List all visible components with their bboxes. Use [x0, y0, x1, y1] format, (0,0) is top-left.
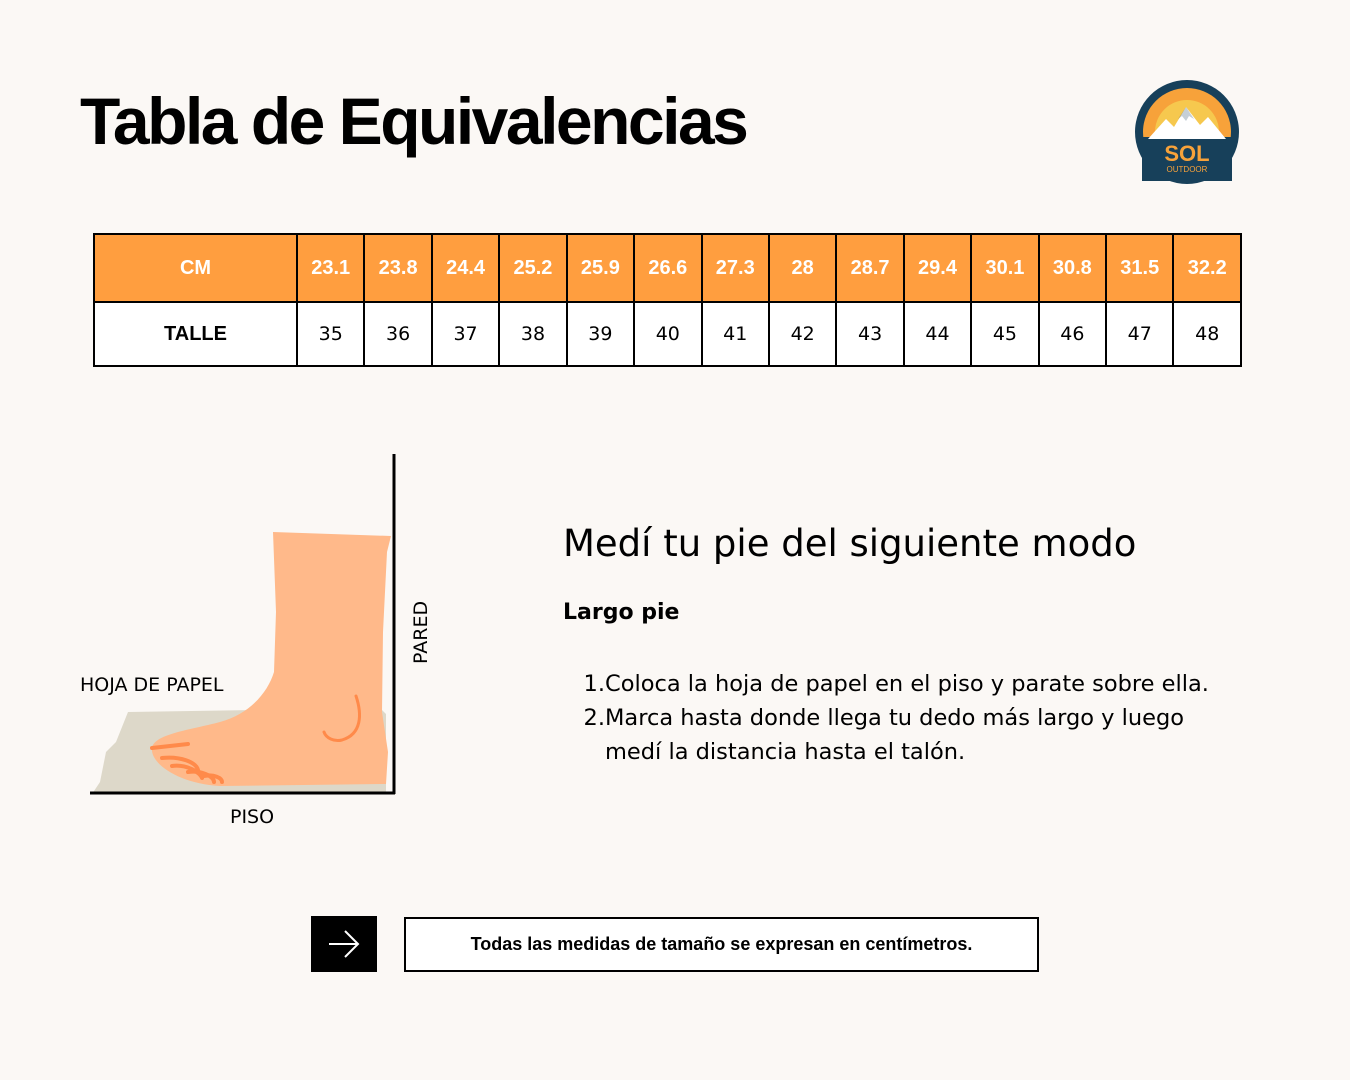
instruction-steps: 1. Coloca la hoja de papel en el piso y …	[563, 667, 1243, 769]
talle-cell: 39	[565, 301, 636, 367]
talle-cell: 44	[902, 301, 973, 367]
toe-line	[170, 763, 204, 780]
wall-label: PARED	[410, 600, 432, 664]
cm-cell: 30.8	[1037, 233, 1108, 303]
list-item: 2. Marca hasta donde llega tu dedo más l…	[563, 701, 1243, 769]
logo-text-sub: OUTDOOR	[1167, 165, 1208, 174]
talle-cell: 42	[767, 301, 838, 367]
toe-line	[202, 773, 224, 784]
talle-cell: 41	[700, 301, 770, 367]
page-title: Tabla de Equivalencias	[80, 84, 749, 158]
talle-cell: 43	[835, 301, 905, 367]
units-note: Todas las medidas de tamaño se expresan …	[404, 917, 1039, 972]
talle-cell: 46	[1037, 301, 1108, 367]
talle-row: TALLE 35 36 37 38 39 40 41 42 43 44 45 46 47 48	[93, 301, 1242, 367]
toe-line	[160, 755, 200, 772]
ankle-line	[322, 694, 361, 742]
toe-line	[150, 742, 190, 750]
talle-cell: 38	[498, 301, 568, 367]
logo-text-main: SOL	[1164, 141, 1209, 166]
floor-label: PISO	[230, 806, 275, 828]
cm-cell: 23.8	[363, 233, 433, 303]
arrow-badge	[311, 916, 377, 972]
cm-cell: 28	[767, 233, 838, 303]
talle-cell: 47	[1105, 301, 1175, 367]
step-text: Coloca la hoja de papel en el piso y par…	[605, 671, 1209, 697]
arrow-right-icon	[329, 930, 360, 958]
list-item: 1. Coloca la hoja de papel en el piso y …	[563, 667, 1243, 701]
cm-cell: 32.2	[1172, 233, 1242, 303]
paper-label: HOJA DE PAPEL	[80, 674, 224, 696]
cm-cell: 24.4	[430, 233, 501, 303]
cm-cell: 29.4	[902, 233, 973, 303]
cm-cell: 25.9	[565, 233, 636, 303]
cm-cell: 26.6	[633, 233, 703, 303]
talle-cell: 37	[430, 301, 501, 367]
talle-cell: 40	[633, 301, 703, 367]
cm-row: CM 23.1 23.8 24.4 25.2 25.9 26.6 27.3 28 28.7 29.…	[93, 233, 1242, 303]
cm-cell: 27.3	[700, 233, 770, 303]
step-text: Marca hasta donde llega tu dedo más larg…	[605, 705, 1185, 765]
cm-cell: 31.5	[1105, 233, 1175, 303]
instructions-title: Medí tu pie del siguiente modo	[563, 522, 1137, 565]
talle-cell: 45	[970, 301, 1040, 367]
instructions-subtitle: Largo pie	[563, 600, 680, 625]
cm-header: CM	[93, 233, 298, 303]
step-number: 2.	[583, 705, 605, 731]
foot-measure-illustration	[90, 454, 396, 795]
talle-cell: 35	[295, 301, 366, 367]
size-equivalence-table: CM 23.1 23.8 24.4 25.2 25.9 26.6 27.3 28 28.7 29.…	[93, 233, 1242, 367]
talle-cell: 48	[1172, 301, 1242, 367]
sol-outdoor-logo: SOL OUTDOOR	[1135, 80, 1239, 184]
talle-cell: 36	[363, 301, 433, 367]
talle-header: TALLE	[93, 301, 298, 367]
cm-cell: 28.7	[835, 233, 905, 303]
cm-cell: 25.2	[498, 233, 568, 303]
cm-cell: 23.1	[295, 233, 366, 303]
foot-shape	[151, 532, 391, 786]
step-number: 1.	[583, 671, 605, 697]
cm-cell: 30.1	[970, 233, 1040, 303]
